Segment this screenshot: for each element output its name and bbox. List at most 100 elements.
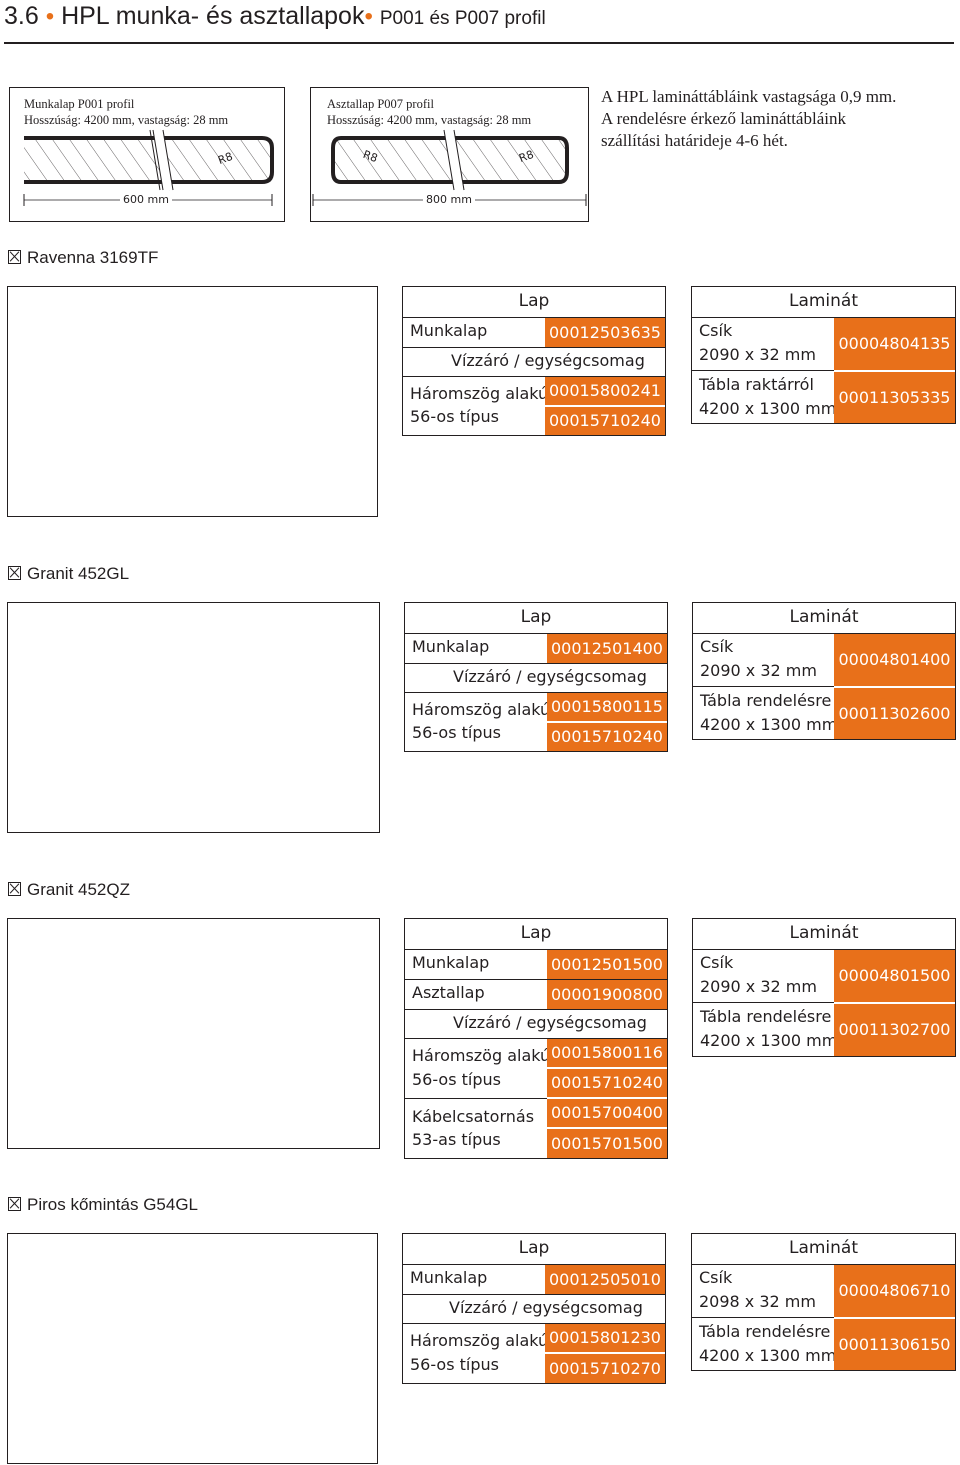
lap-table: Lap Munkalap 00012501500 Asztallap 00001… (404, 918, 668, 1159)
profile-p007-name: Asztallap P007 profil (327, 97, 434, 111)
tabla-code: 00011306150 (834, 1319, 955, 1370)
tabla-size: 4200 x 1300 mm (699, 1346, 837, 1365)
product-code: 00015710240 (547, 723, 667, 751)
tabla-size: 4200 x 1300 mm (699, 399, 837, 418)
note-line: A HPL laminát­tábláink vastagsága 0,9 mm… (601, 87, 897, 106)
vizzaro-label: Vízzáró / egységcsomag (453, 667, 647, 686)
laminat-header: Laminát (789, 923, 859, 943)
haromszog-label: Háromszög alakú (412, 1046, 551, 1065)
header-rule (4, 42, 954, 44)
vizzaro-label: Vízzáró / egységcsomag (449, 1298, 643, 1317)
placeholder-icon (8, 566, 21, 580)
tabla-label: Tábla rendelésre (700, 691, 832, 710)
tabla-code: 00011305335 (834, 372, 955, 423)
section-number: 3.6 (4, 2, 39, 30)
tabla-code: 00011302700 (834, 1004, 955, 1056)
lap-table: Lap Munkalap 00012501400 Vízzáró / egysé… (404, 602, 668, 752)
product-image (7, 602, 380, 833)
placeholder-icon (8, 250, 21, 264)
product-code: 00015710270 (545, 1354, 665, 1383)
kabel-label: Kábelcsatornás (412, 1107, 535, 1126)
section-title: Ravenna 3169TF (8, 248, 158, 268)
profile-p001-box: Munkalap P001 profil Hosszúság: 4200 mm,… (9, 87, 285, 222)
munkalap-label: Munkalap (412, 953, 490, 972)
tabla-size: 4200 x 1300 mm (700, 715, 838, 734)
munkalap-label: Munkalap (410, 1268, 488, 1287)
laminat-table: Laminát Csík 2090 x 32 mm 00004804135 Tá… (691, 286, 956, 424)
section-title-text: Granit 452QZ (27, 880, 130, 899)
csik-size: 2090 x 32 mm (700, 661, 817, 680)
bullet-dot-icon: • (364, 3, 373, 30)
page-subtitle: P001 és P007 profil (379, 8, 546, 29)
lap-table: Lap Munkalap 00012503635 Vízzáró / egysé… (402, 286, 666, 436)
lap-header: Lap (520, 607, 552, 627)
note-line: A rendelésre érkező laminát­tábláink (601, 109, 846, 128)
bullet-dot-icon: • (45, 3, 55, 30)
csik-size: 2090 x 32 mm (699, 345, 816, 364)
product-code: 00015801230 (545, 1324, 665, 1352)
product-code: 00015800115 (547, 693, 667, 721)
product-code: 00015800241 (545, 377, 665, 405)
csik-label: Csík (700, 953, 734, 972)
laminat-header: Laminát (789, 607, 859, 627)
laminat-table: Laminát Csík 2090 x 32 mm 00004801500 Tá… (692, 918, 956, 1057)
vizzaro-label: Vízzáró / egységcsomag (451, 351, 645, 370)
tipus-label: 56-os típus (412, 1070, 501, 1089)
tabla-label: Tábla raktárról (699, 375, 814, 394)
note-line: szállítási határideje 4-6 hét. (601, 131, 788, 150)
product-image (7, 286, 378, 517)
csik-code: 00004804135 (834, 318, 955, 370)
page-heading: 3.6 • HPL munka- és asztallapok• P001 és… (4, 2, 546, 31)
laminat-table: Laminát Csík 2098 x 32 mm 00004806710 Tá… (691, 1233, 956, 1371)
lap-header: Lap (520, 923, 552, 943)
section-title: Granit 452GL (8, 564, 129, 584)
munkalap-label: Munkalap (412, 637, 490, 656)
tabla-label: Tábla rendelésre (699, 1322, 831, 1341)
lap-table: Lap Munkalap 00012505010 Vízzáró / egysé… (402, 1233, 666, 1384)
product-code: 00015710240 (547, 1069, 667, 1097)
haromszog-label: Háromszög alakú (410, 1331, 549, 1350)
tabla-label: Tábla rendelésre (700, 1007, 832, 1026)
haromszog-label: Háromszög alakú (412, 700, 551, 719)
section-title: Granit 452QZ (8, 880, 130, 900)
munkalap-code: 00012501400 (547, 634, 667, 663)
csik-code: 00004801400 (834, 634, 955, 686)
tipus-label: 56-os típus (410, 1355, 499, 1374)
csik-code: 00004806710 (834, 1265, 955, 1317)
tipus-label: 56-os típus (410, 407, 499, 426)
profile-p007-dims: Hosszúság: 4200 mm, vastagság: 28 mm (327, 113, 532, 127)
munkalap-code: 00012505010 (545, 1265, 665, 1294)
laminate-note: A HPL laminát­tábláink vastagsága 0,9 mm… (601, 86, 896, 152)
vizzaro-label: Vízzáró / egységcsomag (453, 1013, 647, 1032)
page-title: HPL munka- és asztallapok (61, 2, 365, 30)
product-image (7, 1233, 378, 1464)
csik-code: 00004801500 (834, 950, 955, 1002)
tabla-size: 4200 x 1300 mm (700, 1031, 838, 1050)
csik-size: 2090 x 32 mm (700, 977, 817, 996)
profile-p007-width: 800 mm (423, 193, 475, 206)
csik-label: Csík (699, 321, 733, 340)
section-title-text: Ravenna 3169TF (27, 248, 159, 267)
lap-header: Lap (518, 1238, 550, 1258)
profile-p007-drawing (312, 129, 587, 206)
laminat-header: Laminát (788, 1238, 859, 1258)
placeholder-icon (8, 1197, 21, 1211)
product-code: 00015710240 (545, 407, 665, 435)
csik-label: Csík (700, 637, 734, 656)
munkalap-code: 00012503635 (545, 318, 665, 347)
haromszog-label: Háromszög alakú (410, 384, 549, 403)
profile-p001-name: Munkalap P001 profil (24, 97, 135, 111)
product-code: 00015800116 (547, 1039, 667, 1067)
section-title: Piros kőmintás G54GL (8, 1195, 198, 1215)
tabla-code: 00011302600 (834, 688, 955, 739)
asztallap-label: Asztallap (412, 983, 485, 1002)
munkalap-code: 00012501500 (547, 950, 667, 979)
product-code: 00015701500 (547, 1129, 667, 1158)
section-title-text: Granit 452GL (27, 564, 130, 583)
product-image (7, 918, 380, 1149)
profile-p001-label: Munkalap P001 profil Hosszúság: 4200 mm,… (24, 96, 228, 128)
asztallap-code: 00001900800 (547, 980, 667, 1009)
product-code: 00015700400 (547, 1099, 667, 1127)
munkalap-label: Munkalap (410, 321, 488, 340)
laminat-header: Laminát (788, 291, 859, 311)
